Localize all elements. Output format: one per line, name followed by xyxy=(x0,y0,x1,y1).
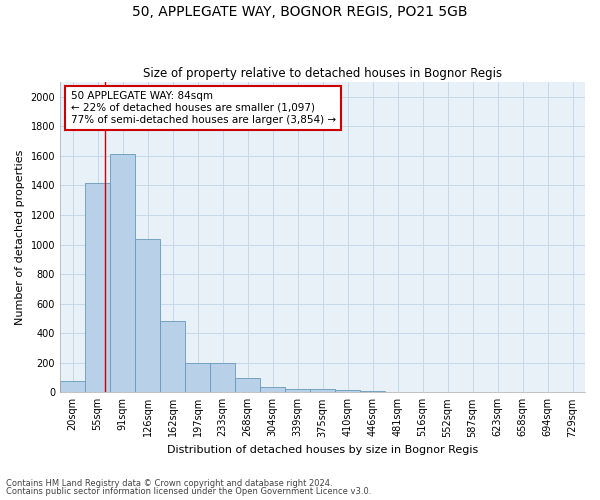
Title: Size of property relative to detached houses in Bognor Regis: Size of property relative to detached ho… xyxy=(143,66,502,80)
X-axis label: Distribution of detached houses by size in Bognor Regis: Distribution of detached houses by size … xyxy=(167,445,478,455)
Bar xyxy=(85,182,110,392)
Bar xyxy=(185,363,210,392)
Bar xyxy=(260,387,285,392)
Bar xyxy=(235,378,260,392)
Text: Contains HM Land Registry data © Crown copyright and database right 2024.: Contains HM Land Registry data © Crown c… xyxy=(6,478,332,488)
Bar xyxy=(310,390,335,392)
Bar xyxy=(60,381,85,392)
Bar xyxy=(135,238,160,392)
Text: 50, APPLEGATE WAY, BOGNOR REGIS, PO21 5GB: 50, APPLEGATE WAY, BOGNOR REGIS, PO21 5G… xyxy=(132,5,468,19)
Bar xyxy=(335,390,360,392)
Bar xyxy=(160,322,185,392)
Bar xyxy=(210,363,235,392)
Text: Contains public sector information licensed under the Open Government Licence v3: Contains public sector information licen… xyxy=(6,487,371,496)
Bar xyxy=(285,388,310,392)
Bar xyxy=(110,154,135,392)
Text: 50 APPLEGATE WAY: 84sqm
← 22% of detached houses are smaller (1,097)
77% of semi: 50 APPLEGATE WAY: 84sqm ← 22% of detache… xyxy=(71,92,335,124)
Bar xyxy=(360,391,385,392)
Y-axis label: Number of detached properties: Number of detached properties xyxy=(15,150,25,325)
